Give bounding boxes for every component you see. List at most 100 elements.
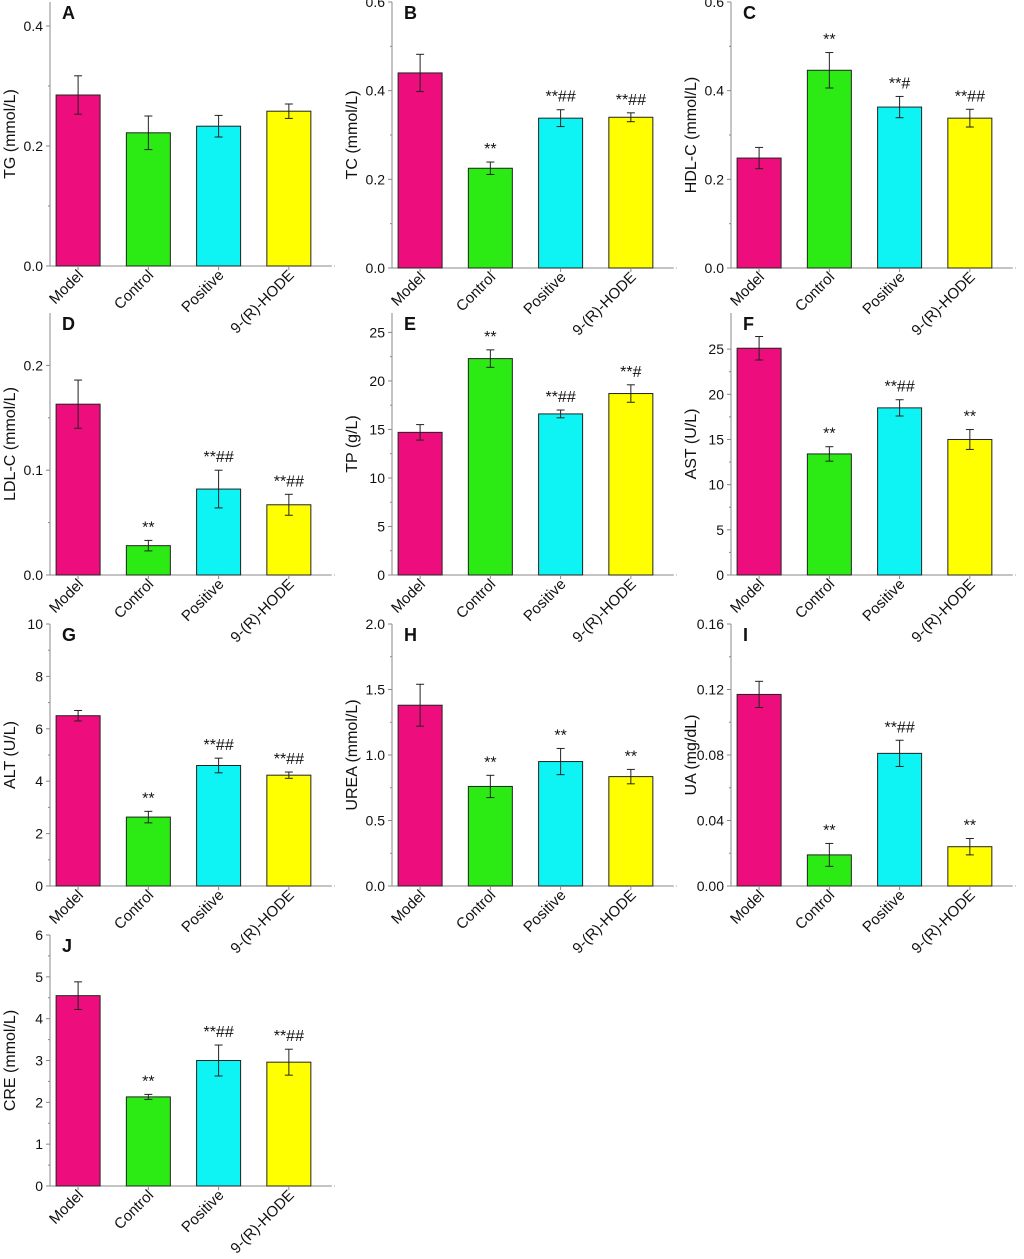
y-tick-label: 0.0: [705, 260, 725, 276]
y-tick-label: 0.16: [697, 616, 724, 632]
x-tick-label: Control: [453, 887, 499, 933]
panel-label: C: [743, 3, 756, 23]
bar-control: [806, 69, 852, 269]
significance-label: **##: [203, 737, 233, 754]
bar-model: [55, 403, 101, 576]
y-axis-title: UREA (mmol/L): [344, 699, 361, 810]
y-tick-label: 6: [35, 927, 43, 943]
bar-control: [467, 785, 513, 887]
y-tick-label: 25: [708, 341, 724, 357]
bar-9-r-hode: [266, 110, 312, 267]
y-tick-label: 0.4: [24, 18, 44, 34]
bar-model: [397, 704, 443, 887]
x-tick-label: Positive: [859, 576, 908, 625]
significance-label: **##: [274, 473, 304, 490]
x-tick-label: 9-(R)-HODE: [569, 269, 639, 339]
y-tick-label: 0: [377, 567, 385, 583]
y-tick-label: 5: [35, 969, 43, 985]
x-tick-label: Positive: [178, 1187, 227, 1236]
panel-label: G: [62, 625, 76, 645]
y-tick-label: 2: [35, 826, 43, 842]
y-tick-label: 10: [708, 477, 724, 493]
bar-model: [55, 715, 101, 887]
significance-label: **##: [884, 379, 914, 396]
bar-control: [806, 453, 852, 576]
panel-label: F: [743, 314, 754, 334]
bar-control: [125, 132, 171, 267]
y-axis-title: LDL-C (mmol/L): [2, 387, 19, 501]
panel-g: 0 2 4 6 8 10 ALT (U/L) G Model ** Control **## Posit…: [2, 616, 337, 957]
y-tick-label: 0.2: [24, 138, 44, 154]
significance-label: **: [823, 426, 835, 443]
y-tick-label: 4: [35, 773, 43, 789]
x-tick-label: Positive: [178, 887, 227, 936]
significance-label: **##: [274, 1028, 304, 1045]
y-tick-label: 25: [369, 324, 385, 340]
bar-9-r-hode: [947, 117, 993, 269]
significance-label: **##: [203, 1024, 233, 1041]
x-tick-label: 9-(R)-HODE: [908, 887, 978, 957]
x-tick-label: Control: [453, 269, 499, 315]
y-axis-title: UA (mg/dL): [683, 715, 700, 796]
bar-positive: [196, 764, 242, 887]
x-tick-label: 9-(R)-HODE: [227, 576, 297, 646]
y-tick-label: 0.0: [24, 258, 44, 274]
y-axis-title: CRE (mmol/L): [2, 1010, 19, 1111]
y-tick-label: 0.1: [24, 462, 44, 478]
significance-label: **##: [955, 88, 985, 105]
x-tick-label: Positive: [520, 576, 569, 625]
bar-control: [467, 358, 513, 576]
bar-positive: [538, 413, 584, 576]
y-tick-label: 0.2: [24, 357, 44, 373]
bar-control: [125, 1096, 171, 1187]
bar-positive: [538, 761, 584, 887]
significance-label: **##: [616, 92, 646, 109]
x-tick-label: Control: [111, 267, 157, 313]
y-tick-label: 0.5: [366, 813, 386, 829]
x-tick-label: Model: [727, 887, 768, 928]
panel-c: 0.0 0.2 0.4 0.6 HDL-C (mmol/L) C Model ** Contro…: [683, 0, 1018, 339]
y-tick-label: 0: [716, 567, 724, 583]
significance-label: **##: [545, 389, 575, 406]
y-tick-label: 15: [369, 421, 385, 437]
y-tick-label: 1.5: [366, 682, 386, 698]
significance-label: **: [823, 822, 835, 839]
x-tick-label: 9-(R)-HODE: [227, 887, 297, 957]
bar-9-r-hode: [266, 774, 312, 887]
x-tick-label: Model: [727, 576, 768, 617]
x-tick-label: Positive: [178, 267, 227, 316]
significance-label: **: [964, 409, 976, 426]
y-tick-label: 6: [35, 721, 43, 737]
bar-9-r-hode: [947, 438, 993, 576]
y-tick-label: 0.4: [366, 83, 386, 99]
y-tick-label: 15: [708, 431, 724, 447]
x-tick-label: Positive: [859, 269, 908, 318]
y-tick-label: 20: [369, 373, 385, 389]
significance-label: **: [142, 519, 154, 536]
y-tick-label: 0: [35, 878, 43, 894]
panel-label: E: [404, 314, 416, 334]
significance-label: **: [964, 818, 976, 835]
y-tick-label: 8: [35, 668, 43, 684]
panel-label: D: [62, 314, 75, 334]
bar-positive: [877, 106, 923, 269]
y-axis-title: ALT (U/L): [2, 721, 19, 789]
bar-model: [55, 995, 101, 1187]
bar-control: [125, 816, 171, 887]
panel-label: H: [404, 625, 417, 645]
bar-positive: [538, 117, 584, 269]
y-tick-label: 0.4: [705, 83, 725, 99]
x-tick-label: Control: [111, 576, 157, 622]
significance-label: **: [484, 754, 496, 771]
x-tick-label: Model: [46, 887, 87, 928]
significance-label: **#: [889, 75, 910, 92]
panel-label: I: [743, 625, 748, 645]
y-axis-title: TP (g/L): [344, 415, 361, 473]
y-tick-label: 5: [716, 522, 724, 538]
x-tick-label: Positive: [178, 576, 227, 625]
bar-positive: [196, 125, 242, 267]
y-tick-label: 0.2: [705, 171, 725, 187]
bar-9-r-hode: [608, 776, 654, 887]
panel-label: A: [62, 3, 75, 23]
